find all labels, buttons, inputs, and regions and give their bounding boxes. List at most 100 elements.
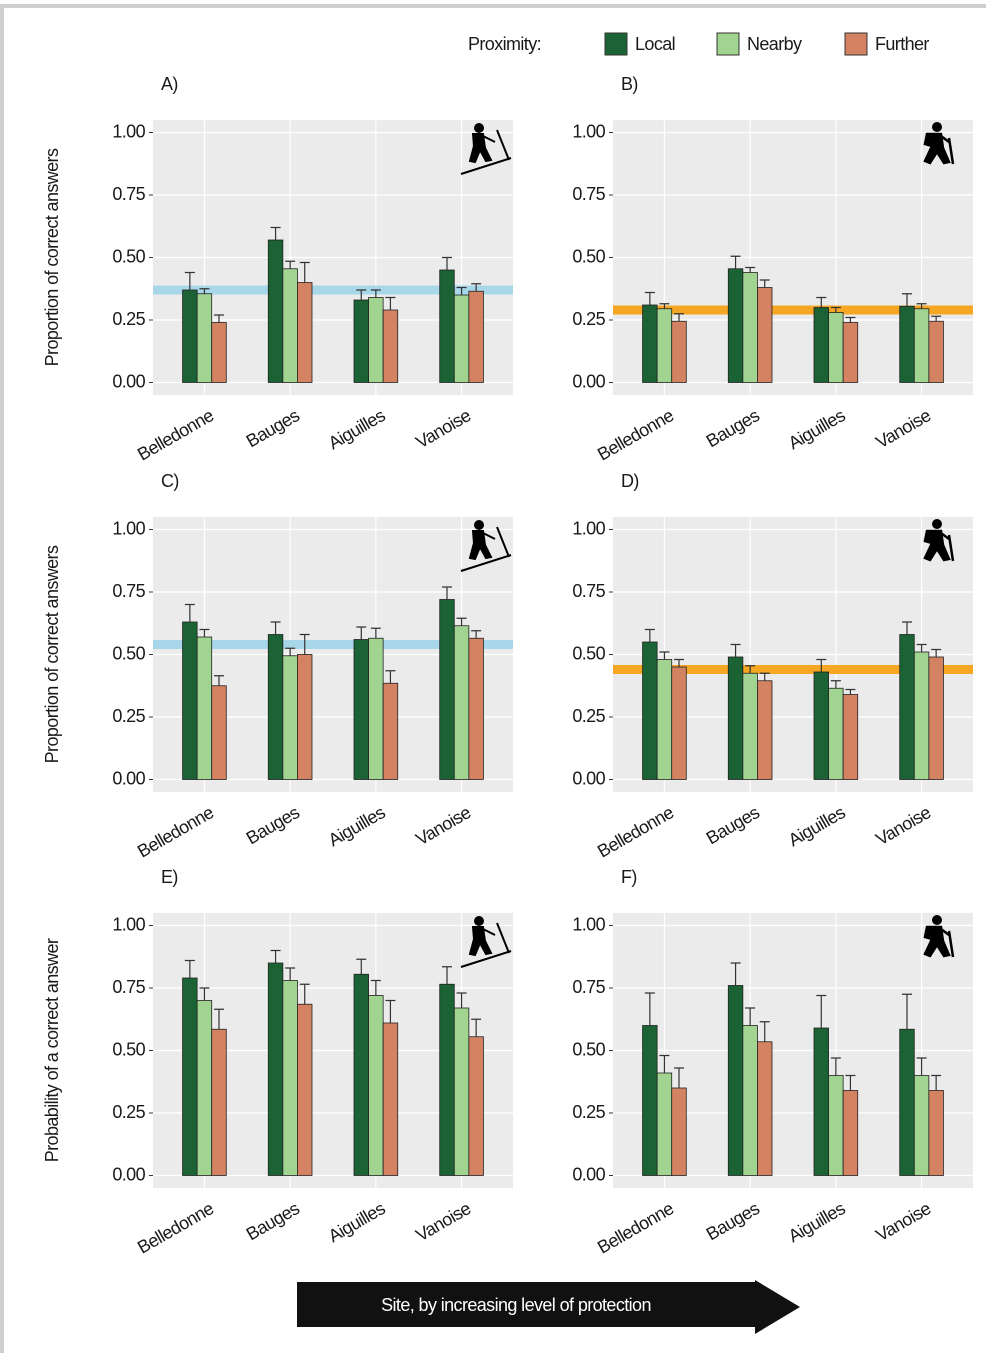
error-bar [845, 688, 856, 695]
error-bar [471, 1018, 482, 1037]
bar [656, 308, 673, 383]
bar [196, 636, 213, 780]
bar [813, 671, 829, 780]
bar [928, 1090, 944, 1176]
bar [842, 694, 859, 780]
y-tick-label: 0.00 [112, 768, 145, 788]
x-tick-label: Aiguilles [325, 802, 389, 850]
x-tick-label: Vanoise [872, 405, 934, 452]
bar [182, 621, 198, 780]
bar [453, 625, 470, 780]
bar [813, 307, 829, 383]
icon [932, 122, 942, 132]
error-bar [659, 1054, 670, 1073]
error-bar [385, 999, 396, 1023]
error-bar [902, 621, 912, 635]
legend-label: Nearby [747, 34, 802, 54]
error-bar [816, 296, 827, 308]
bar [453, 1007, 470, 1176]
x-tick-label: Belledonne [594, 1198, 677, 1258]
x-tick-label: Vanoise [412, 1198, 474, 1245]
bar [842, 322, 859, 383]
error-bar [370, 627, 381, 639]
x-tick-label: Belledonne [134, 1198, 217, 1258]
error-bar [442, 586, 452, 600]
error-bar [456, 617, 467, 626]
error-bar [759, 1021, 770, 1042]
x-tick-label: Vanoise [412, 802, 474, 849]
bar [671, 666, 687, 780]
bar [913, 651, 930, 780]
bar [642, 304, 658, 383]
y-tick-label: 0.25 [572, 1102, 605, 1122]
x-tick-label: Aiguilles [785, 1198, 849, 1246]
y-tick-label: 1.00 [572, 121, 605, 141]
error-bar [299, 633, 310, 655]
error-bar [674, 658, 684, 667]
y-tick-label: 0.00 [112, 371, 145, 391]
bar [282, 268, 298, 383]
error-bar [356, 958, 367, 975]
error-bar [845, 1074, 856, 1091]
icon [460, 129, 512, 175]
x-tick-label: Vanoise [872, 1198, 934, 1245]
y-tick-label: 1.00 [112, 121, 145, 141]
bar [757, 1041, 773, 1176]
error-bar [659, 303, 670, 309]
y-tick-label: 0.50 [572, 246, 605, 266]
bar [382, 1022, 399, 1176]
error-bar [199, 628, 210, 637]
error-bar [184, 271, 195, 290]
bar [813, 1027, 829, 1176]
error-bar [385, 670, 396, 684]
bar [913, 308, 930, 383]
y-tick-label: 0.50 [112, 1039, 145, 1059]
bar [267, 634, 284, 780]
bar [642, 1025, 658, 1176]
bar [353, 299, 369, 383]
bar [211, 685, 227, 780]
error-bar [299, 261, 310, 283]
error-bar [730, 643, 741, 657]
bar [656, 1072, 673, 1176]
error-bar [442, 256, 452, 270]
error-bar [471, 283, 482, 292]
error-bar [285, 260, 296, 269]
bar [656, 659, 673, 780]
bar [468, 290, 484, 383]
y-tick-label: 0.50 [572, 643, 605, 663]
icon [923, 529, 955, 562]
legend-label: Further [875, 34, 929, 54]
x-tick-label: Belledonne [134, 802, 217, 862]
bar [196, 293, 213, 383]
panel: Belledonne Bauges Aiguilles Vanoise 0.00 0.25… [572, 74, 973, 465]
panel-title: D) [621, 471, 639, 491]
legend-swatch [844, 32, 868, 56]
bar [828, 312, 844, 383]
bar [742, 672, 758, 780]
y-tick-label: 0.25 [112, 309, 145, 329]
y-tick-label: 0.50 [112, 246, 145, 266]
caption-arrow [297, 1280, 800, 1334]
error-bar [816, 994, 827, 1028]
x-tick-label: Bauges [243, 1198, 303, 1244]
error-bar [759, 672, 770, 681]
x-tick-label: Vanoise [872, 802, 934, 849]
error-bar [674, 1067, 684, 1088]
y-tick-label: 0.50 [112, 643, 145, 663]
error-bar [456, 286, 467, 295]
panel: Belledonne Bauges Aiguilles Vanoise 0.00 0.25… [42, 471, 513, 862]
error-bar [902, 293, 912, 307]
y-axis-label: Proportion of correct answers [42, 148, 62, 366]
bar [267, 239, 284, 383]
error-bar [299, 983, 310, 1005]
y-tick-label: 0.75 [572, 184, 605, 204]
bar [671, 320, 687, 383]
error-bar [356, 626, 367, 640]
bar [439, 599, 455, 780]
error-bar [759, 279, 770, 288]
bar [211, 1028, 227, 1176]
panel-title: E) [161, 867, 178, 887]
bar [453, 294, 470, 383]
error-bar [471, 630, 482, 639]
